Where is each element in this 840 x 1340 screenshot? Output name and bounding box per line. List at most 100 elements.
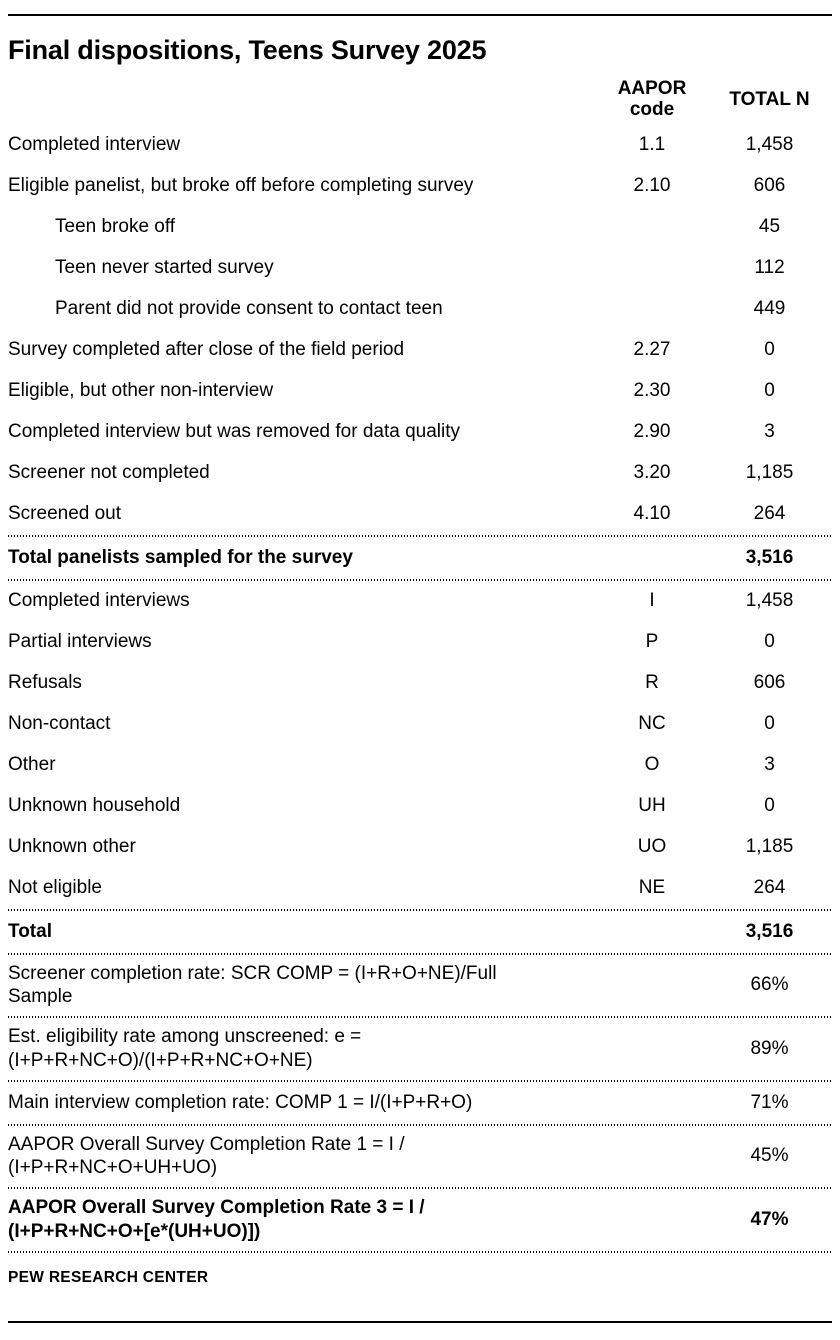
row-total: 264 (753, 503, 786, 525)
row-total: 112 (754, 257, 785, 279)
table-row-indented: Parent did not provide consent to contac… (8, 289, 832, 330)
dotted-divider (8, 908, 832, 911)
row-code: 4.10 (633, 503, 671, 525)
row-code: NC (638, 713, 666, 735)
row-code: P (645, 631, 659, 653)
row-total: 0 (764, 380, 775, 402)
table-row: Not eligible NE 264 (8, 868, 832, 909)
dotted-divider (8, 534, 832, 537)
row-total: 1,458 (745, 134, 794, 156)
row-total: 1,185 (745, 462, 794, 484)
rate-row-aapor-rate-3: AAPOR Overall Survey Completion Rate 3 =… (8, 1189, 832, 1251)
row-label: Not eligible (8, 877, 102, 899)
table-row: Non-contact NC 0 (8, 704, 832, 745)
row-label: Eligible, but other non-interview (8, 380, 274, 402)
row-total: 449 (753, 298, 786, 320)
row-label: Completed interview but was removed for … (8, 421, 461, 443)
row-code: NE (638, 877, 666, 899)
total-row-sampled: Total panelists sampled for the survey 3… (8, 537, 832, 579)
row-total: 0 (764, 339, 775, 361)
row-label: Completed interviews (8, 590, 190, 612)
rate-label: Screener completion rate: SCR COMP = (I+… (8, 962, 497, 1008)
table-row: Eligible panelist, but broke off before … (8, 166, 832, 207)
row-label: Total panelists sampled for the survey (8, 546, 353, 568)
row-total: 0 (764, 713, 775, 735)
row-total: 606 (753, 175, 786, 197)
row-code: O (644, 754, 660, 776)
rate-value: 45% (750, 1145, 789, 1167)
table-row: Screened out 4.10 264 (8, 494, 832, 535)
row-label: Screened out (8, 503, 122, 525)
row-label: Teen broke off (55, 216, 176, 238)
row-total: 264 (753, 877, 786, 899)
table-row: Unknown household UH 0 (8, 786, 832, 827)
dotted-divider (8, 1016, 832, 1019)
row-code: UO (637, 836, 667, 858)
row-code: 2.30 (633, 380, 671, 402)
row-code: 2.90 (633, 421, 671, 443)
dotted-divider (8, 1123, 832, 1126)
source-attribution: PEW RESEARCH CENTER (8, 1268, 209, 1286)
row-total: 0 (764, 631, 775, 653)
row-label: Partial interviews (8, 631, 152, 653)
dotted-divider (8, 952, 832, 955)
row-total: 0 (764, 795, 775, 817)
row-total: 3 (764, 754, 775, 776)
dotted-divider (8, 578, 832, 581)
rate-label: AAPOR Overall Survey Completion Rate 1 =… (8, 1133, 405, 1179)
rate-value: 89% (750, 1037, 789, 1059)
table-row: Unknown other UO 1,185 (8, 827, 832, 868)
row-total: 1,458 (745, 590, 794, 612)
table-row: Completed interview but was removed for … (8, 412, 832, 453)
rate-label: AAPOR Overall Survey Completion Rate 3 =… (8, 1197, 425, 1242)
top-divider (8, 14, 832, 16)
row-label: Other (8, 754, 56, 776)
row-code: I (649, 590, 655, 612)
table-row: Completed interviews I 1,458 (8, 581, 832, 622)
row-label: Screener not completed (8, 462, 210, 484)
rate-label: Main interview completion rate: COMP 1 =… (8, 1091, 473, 1113)
rate-label: Est. eligibility rate among unscreened: … (8, 1026, 362, 1071)
table-row-indented: Teen broke off 45 (8, 207, 832, 248)
row-total: 3,516 (745, 546, 794, 568)
rate-row-eligibility: Est. eligibility rate among unscreened: … (8, 1018, 832, 1080)
rate-row-aapor-rate-1: AAPOR Overall Survey Completion Rate 1 =… (8, 1126, 832, 1188)
row-total: 606 (753, 672, 786, 694)
row-label: Unknown household (8, 795, 181, 817)
row-code: 3.20 (633, 462, 671, 484)
page-title: Final dispositions, Teens Survey 2025 (8, 35, 487, 65)
row-label: Teen never started survey (55, 257, 274, 279)
row-label: Non-contact (8, 713, 111, 735)
row-total: 45 (758, 216, 781, 238)
row-total: 3 (764, 421, 775, 443)
rate-value: 47% (750, 1208, 789, 1230)
table-row: Eligible, but other non-interview 2.30 0 (8, 371, 832, 412)
row-code: 2.27 (633, 339, 671, 361)
table-row: Screener not completed 3.20 1,185 (8, 453, 832, 494)
row-label: Parent did not provide consent to contac… (55, 298, 443, 320)
row-label: Survey completed after close of the fiel… (8, 339, 405, 361)
column-header-row: AAPOR code TOTAL N (8, 72, 832, 125)
row-label: Unknown other (8, 836, 136, 858)
dotted-divider (8, 1250, 832, 1253)
table-row: Partial interviews P 0 (8, 622, 832, 663)
row-label: Total (8, 920, 52, 942)
dotted-divider (8, 1187, 832, 1190)
bottom-divider (8, 1320, 832, 1323)
column-header-aapor-code: AAPOR code (617, 78, 687, 121)
table-row: Completed interview 1.1 1,458 (8, 125, 832, 166)
rate-value: 66% (750, 974, 789, 996)
row-code: 2.10 (633, 175, 671, 197)
rate-value: 71% (750, 1091, 789, 1113)
row-code: R (645, 672, 659, 694)
table-row-indented: Teen never started survey 112 (8, 248, 832, 289)
row-code: UH (638, 795, 666, 817)
row-label: Refusals (8, 672, 82, 694)
table-row: Other O 3 (8, 745, 832, 786)
row-code: 1.1 (638, 134, 666, 156)
row-label: Completed interview (8, 134, 181, 156)
table-row: Survey completed after close of the fiel… (8, 330, 832, 371)
dotted-divider (8, 1079, 832, 1082)
table-row: Refusals R 606 (8, 663, 832, 704)
